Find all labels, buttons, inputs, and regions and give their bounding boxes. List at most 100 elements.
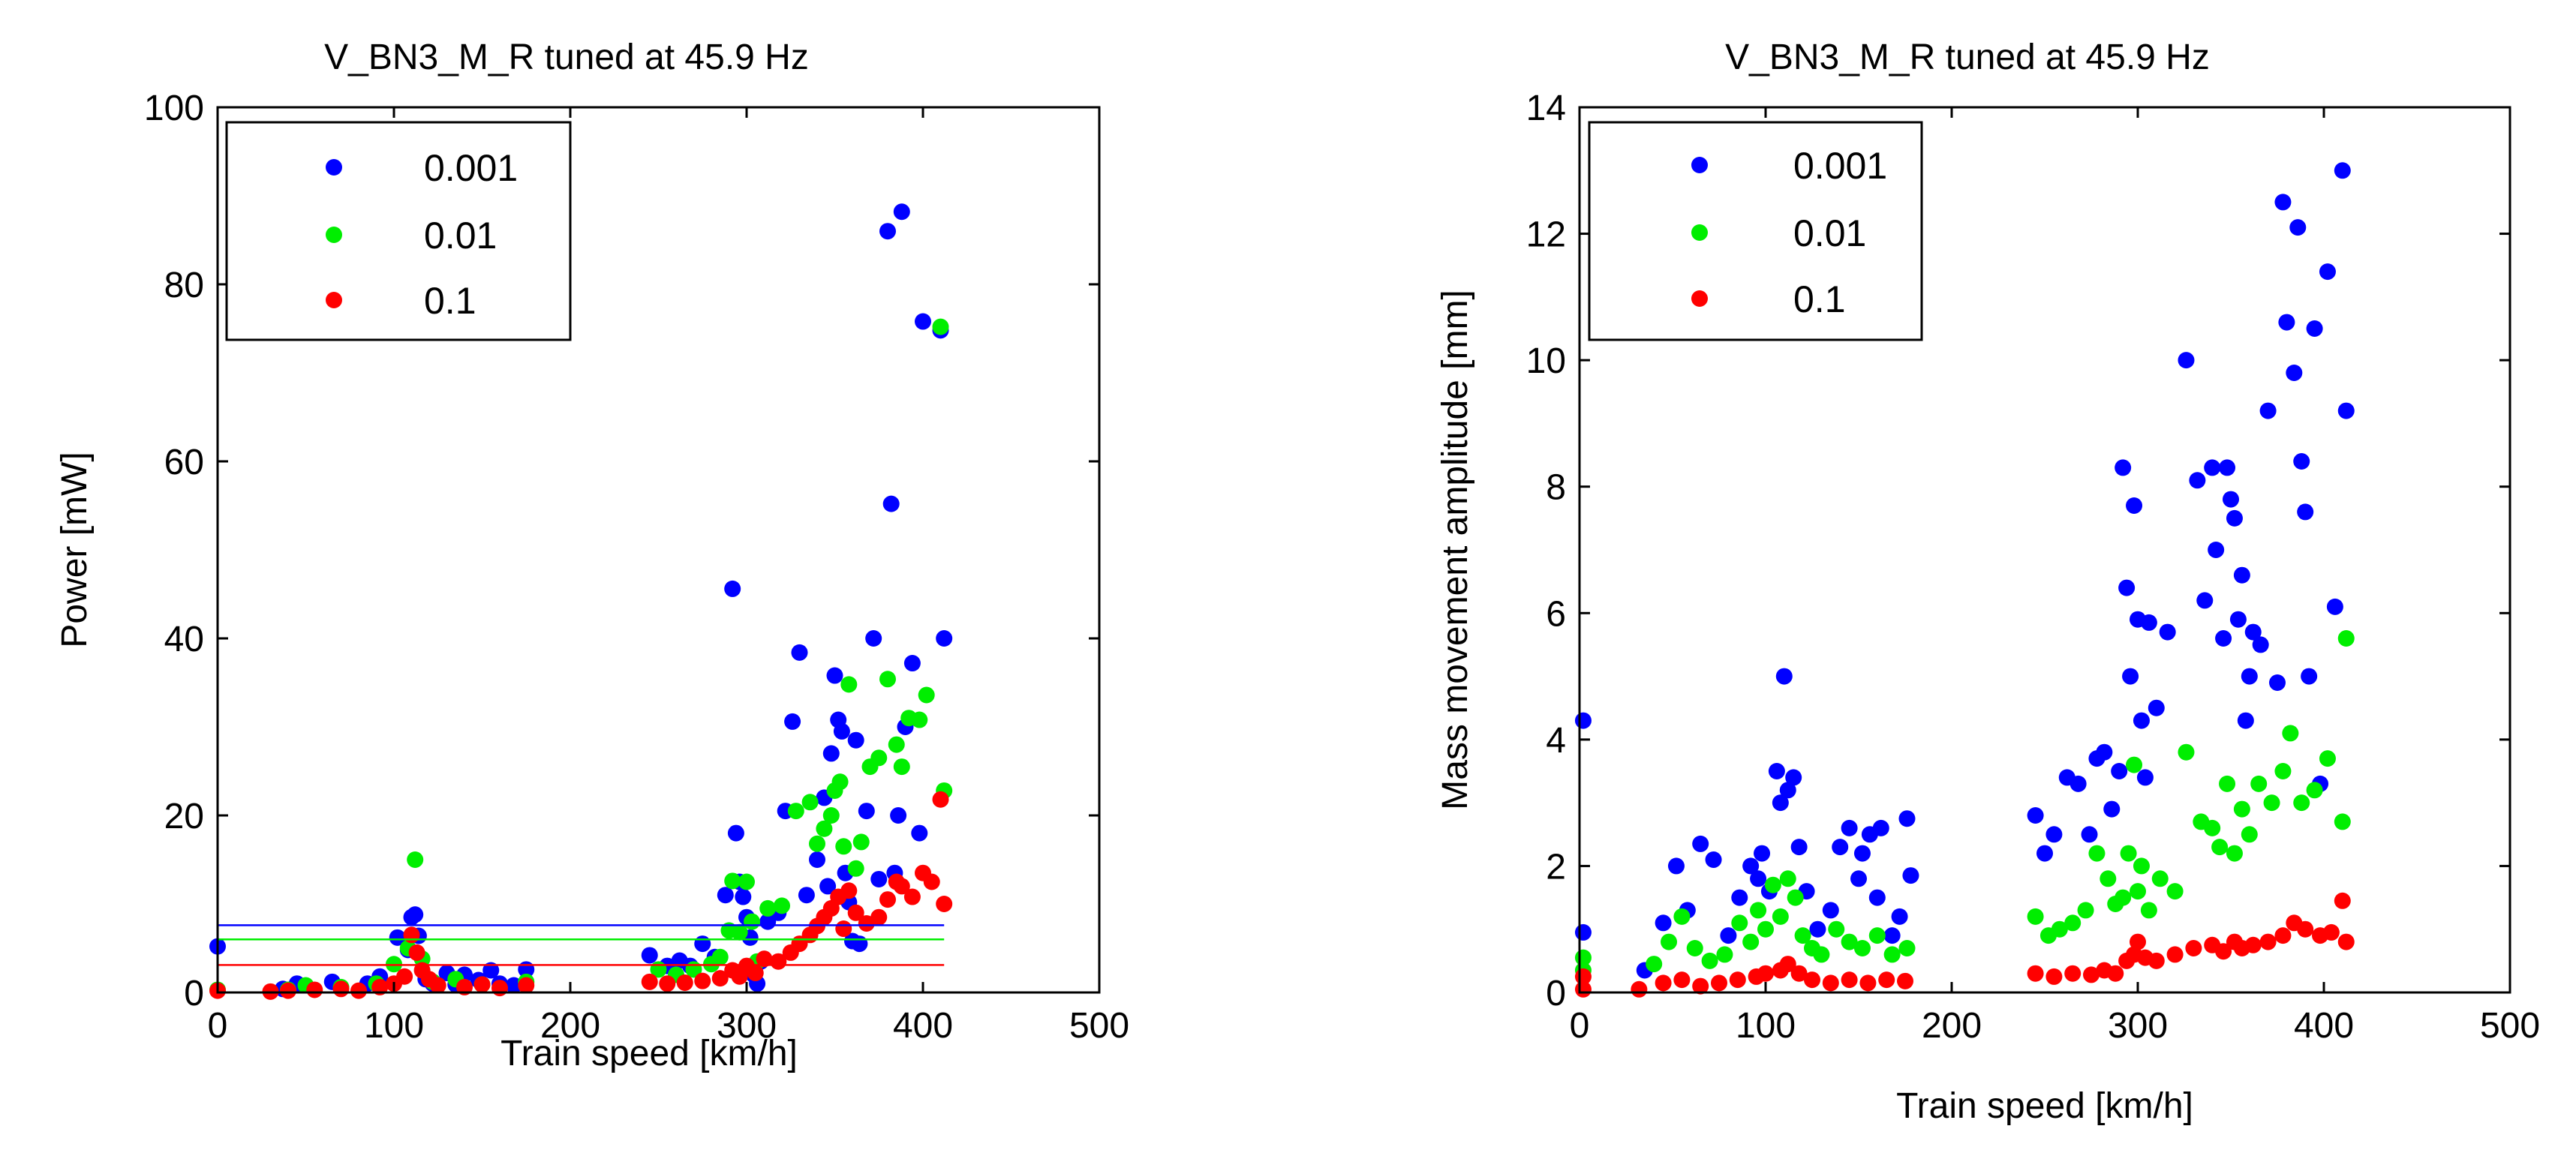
power-point-0.1-39 [858,914,875,932]
power-point-0.01-25 [774,897,790,914]
mass-point-0.1-11 [1779,956,1796,973]
power-xtick-label-200: 200 [540,1006,600,1046]
power-point-0.01-41 [893,758,910,776]
mass-point-0.1-18 [1897,972,1913,989]
mass-point-0.1-33 [2215,943,2232,960]
mass-point-0.001-76 [2297,503,2314,521]
power-point-0.01-28 [809,835,825,852]
power-point-0.01-17 [711,948,729,965]
power-point-0.001-58 [879,223,896,240]
power-point-0.1-4 [332,980,350,998]
power-point-0.1-48 [936,896,953,912]
mass-point-0.01-53 [2293,794,2310,812]
mass-point-0.01-11 [1757,920,1774,938]
mass-point-0.001-82 [2334,162,2351,179]
mass-point-0.1-43 [2334,892,2351,909]
mass-point-0.001-24 [1841,819,1858,836]
mass-point-0.001-70 [2269,674,2286,691]
mass-point-0.001-58 [2208,542,2225,558]
mass-point-0.01-20 [1841,933,1858,950]
mass-point-0.001-42 [2103,800,2121,818]
mass-xtick-label-200: 200 [1922,1006,1982,1046]
power-legend-label-0.1: 0.1 [424,280,476,322]
mass-xtick-label-400: 400 [2294,1006,2354,1046]
power-point-0.1-15 [473,976,491,993]
mass-point-0.001-62 [2226,509,2243,527]
mass-point-0.01-8 [1731,914,1748,932]
power-point-0.1-2 [280,982,296,999]
mass-point-0.01-5 [1686,940,1703,956]
mass-point-0.1-12 [1790,965,1808,982]
power-point-0.01-40 [888,736,905,753]
mass-point-0.1-16 [1859,974,1877,992]
mass-point-0.01-33 [2115,889,2132,906]
mass-point-0.1-40 [2297,920,2314,938]
mass-point-0.01-23 [1883,946,1901,963]
mass-chart-ylabel: Mass movement amplitude [mm] [1435,290,1475,810]
mass-point-0.001-72 [2278,314,2295,331]
mass-point-0.01-29 [2077,902,2094,919]
power-point-0.01-32 [831,773,849,791]
power-point-0.1-9 [403,926,420,944]
power-point-0.1-22 [711,970,729,987]
power-chart-mean-lines [218,924,945,966]
mass-point-0.001-1 [1574,923,1592,941]
power-point-0.001-49 [833,722,850,740]
mass-point-0.001-10 [1742,857,1760,875]
mass-point-0.001-21 [1809,920,1826,938]
mass-xtick-label-100: 100 [1736,1006,1796,1046]
mass-point-0.001-45 [2118,579,2136,596]
mass-point-0.01-50 [2263,794,2280,812]
mass-point-0.001-31 [1891,908,1908,925]
mass-point-0.01-34 [2120,845,2137,862]
mass-point-0.01-47 [2233,800,2250,818]
power-point-0.1-20 [676,974,693,992]
mass-chart-xlabel: Train speed [km/h] [1896,1086,2193,1126]
mass-point-0.01-9 [1742,933,1760,950]
power-point-0.1-6 [371,978,389,995]
mass-point-0.01-18 [1813,946,1830,963]
mass-point-0.001-29 [1872,819,1889,836]
mass-point-0.1-31 [2185,940,2202,956]
mass-chart-title: V_BN3_M_R tuned at 45.9 Hz [1725,38,2210,77]
power-legend-marker-0.1 [326,292,342,308]
power-point-0.001-28 [724,580,741,597]
power-point-0.001-42 [798,887,815,904]
mass-point-0.01-56 [2334,813,2351,830]
mass-point-0.001-66 [2241,668,2258,685]
mass-point-0.001-65 [2237,712,2254,729]
mass-point-0.001-19 [1790,839,1808,856]
power-ytick-label-80: 80 [164,266,204,305]
power-ytick-label-20: 20 [164,797,204,836]
mass-point-0.001-15 [1772,794,1789,812]
power-point-0.001-64 [903,655,921,672]
mass-point-0.001-30 [1883,927,1901,944]
power-point-0.1-47 [932,791,949,808]
power-point-0.01-38 [870,749,888,767]
mass-point-0.01-28 [2064,914,2082,932]
power-point-0.001-66 [915,313,931,330]
mass-ytick-label-0: 0 [1546,974,1566,1013]
mass-legend-label-0.001: 0.001 [1793,145,1887,187]
mass-point-0.1-27 [2130,933,2146,950]
mass-chart-legend: 0.001 0.01 0.1 [1588,121,1923,341]
mass-ytick-label-10: 10 [1526,341,1566,381]
mass-point-0.01-52 [2282,725,2299,742]
mass-point-0.01-13 [1772,908,1789,925]
mass-point-0.001-41 [2096,743,2113,761]
mass-point-0.001-59 [2215,630,2232,647]
power-point-0.01-27 [801,794,819,811]
mass-point-0.1-42 [2322,923,2340,941]
mass-point-0.001-43 [2111,763,2128,779]
power-point-0.001-47 [826,667,843,684]
power-point-0.01-20 [731,923,748,941]
power-point-0.001-17 [482,962,500,979]
mass-point-0.01-7 [1716,946,1733,963]
power-point-0.1-41 [879,891,896,908]
power-ytick-label-40: 40 [164,620,204,659]
mass-point-0.01-36 [2130,883,2146,900]
mass-point-0.1-6 [1711,974,1727,992]
power-point-0.001-29 [727,824,744,842]
power-point-0.1-36 [835,920,852,938]
